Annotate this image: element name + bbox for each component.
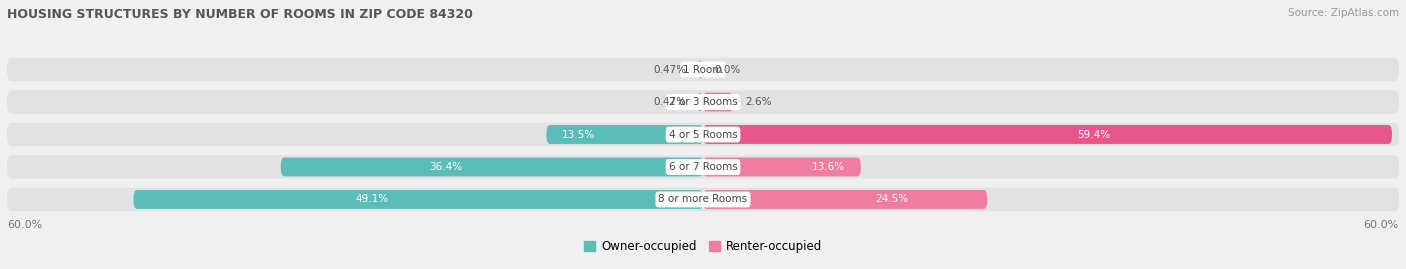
FancyBboxPatch shape [7,188,1399,211]
Text: 24.5%: 24.5% [875,194,908,204]
Text: 0.47%: 0.47% [652,65,686,75]
Legend: Owner-occupied, Renter-occupied: Owner-occupied, Renter-occupied [579,235,827,258]
FancyBboxPatch shape [697,93,703,111]
Text: 6 or 7 Rooms: 6 or 7 Rooms [669,162,737,172]
Text: 60.0%: 60.0% [7,220,42,230]
Text: 0.0%: 0.0% [714,65,741,75]
FancyBboxPatch shape [134,190,703,209]
FancyBboxPatch shape [703,158,860,176]
Text: 13.5%: 13.5% [562,129,595,140]
Text: 49.1%: 49.1% [356,194,388,204]
Text: Source: ZipAtlas.com: Source: ZipAtlas.com [1288,8,1399,18]
Text: 13.6%: 13.6% [811,162,845,172]
FancyBboxPatch shape [7,90,1399,114]
FancyBboxPatch shape [703,125,1392,144]
FancyBboxPatch shape [281,158,703,176]
FancyBboxPatch shape [697,60,703,79]
FancyBboxPatch shape [703,93,733,111]
Text: 2 or 3 Rooms: 2 or 3 Rooms [669,97,737,107]
FancyBboxPatch shape [7,155,1399,179]
Text: 36.4%: 36.4% [429,162,463,172]
Text: 60.0%: 60.0% [1364,220,1399,230]
Text: 4 or 5 Rooms: 4 or 5 Rooms [669,129,737,140]
FancyBboxPatch shape [7,58,1399,81]
Text: 8 or more Rooms: 8 or more Rooms [658,194,748,204]
FancyBboxPatch shape [547,125,703,144]
FancyBboxPatch shape [7,123,1399,146]
Text: 1 Room: 1 Room [683,65,723,75]
Text: 59.4%: 59.4% [1077,129,1111,140]
Text: 0.47%: 0.47% [652,97,686,107]
FancyBboxPatch shape [703,190,987,209]
Text: 2.6%: 2.6% [745,97,772,107]
Text: HOUSING STRUCTURES BY NUMBER OF ROOMS IN ZIP CODE 84320: HOUSING STRUCTURES BY NUMBER OF ROOMS IN… [7,8,472,21]
